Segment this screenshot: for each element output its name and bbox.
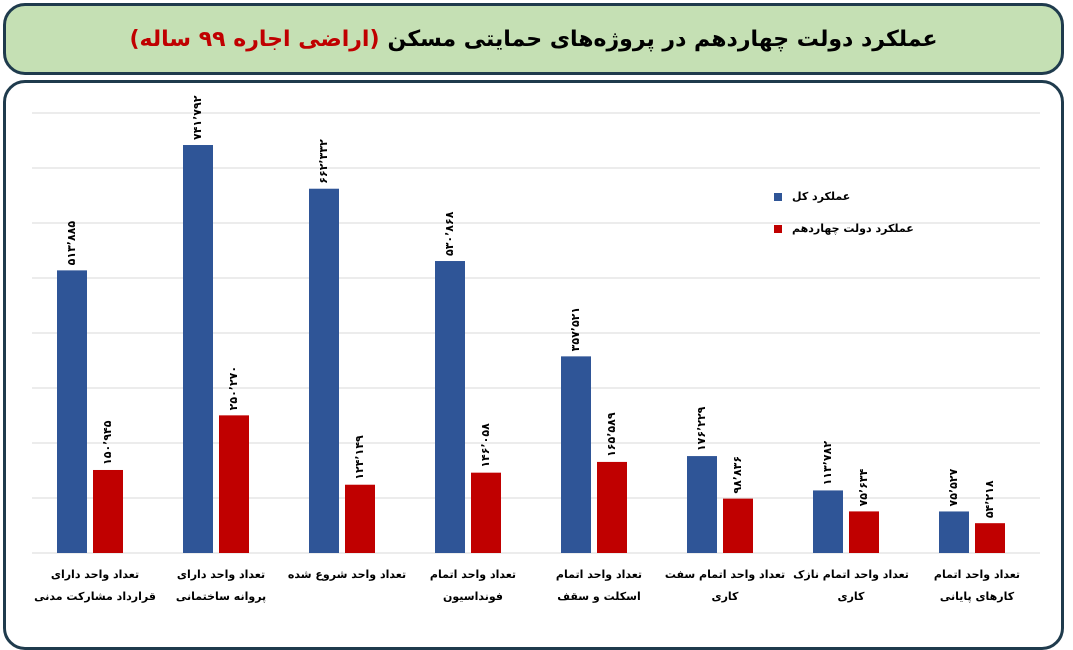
value-label: ۵۱۳٬۸۸۵ (65, 221, 78, 266)
chart-title: عملکرد دولت چهاردهم در پروژه‌های حمایتی … (387, 26, 938, 52)
bar (723, 498, 753, 553)
legend-label: عملکرد کل (792, 190, 850, 203)
bar (687, 456, 717, 553)
bar (471, 472, 501, 553)
value-label: ۵۴٬۲۱۸ (983, 480, 996, 518)
value-label: ۵۳۰٬۸۶۸ (443, 211, 456, 256)
x-tick-label: تعداد واحد دارای پروانه ساختمانی (175, 568, 267, 603)
bar (183, 145, 213, 553)
x-tick-label: تعداد واحد شروع شده (287, 568, 407, 581)
value-label: ۱۱۳٬۷۸۲ (821, 441, 834, 486)
legend-swatch (774, 225, 782, 233)
bar (93, 469, 123, 553)
value-label: ۶۶۲٬۳۳۲ (317, 139, 330, 184)
chart-subtitle: (اراضی اجاره ۹۹ ساله) (129, 26, 380, 52)
bar (57, 270, 87, 553)
bar (345, 484, 375, 553)
value-label: ۷۵٬۵۲۷ (947, 468, 960, 506)
value-label: ۹۸٬۸۳۶ (731, 456, 744, 494)
x-tick-label: تعداد واحد اتمام فونداسیون (429, 568, 517, 603)
bar (939, 511, 969, 553)
legend-swatch (774, 193, 782, 201)
bar (561, 356, 591, 553)
value-label: ۱۵۰٬۹۴۵ (101, 420, 114, 465)
bar (219, 415, 249, 553)
value-label: ۷۴۱٬۷۹۲ (191, 95, 204, 140)
value-label: ۱۶۵٬۵۸۹ (605, 412, 618, 457)
legend-label: عملکرد دولت چهاردهم (792, 222, 914, 235)
value-label: ۱۲۴٬۱۴۹ (353, 435, 366, 480)
x-tick-label: تعداد واحد اتمام سفت کاری (664, 568, 786, 603)
x-tick-label: تعداد واحد اتمام کارهای پایانی (933, 568, 1021, 603)
bar (813, 490, 843, 553)
x-tick-label: تعداد واحد دارای قرارداد مشارکت مدنی (34, 568, 156, 603)
bar (597, 461, 627, 553)
chart: ۵۱۳٬۸۸۵ ۱۵۰٬۹۴۵ ۷۴۱٬۷۹۲ ۲۵۰٬۲۷۰ ۶۶۲٬۳۳۲ ۱۲۴٬۱… (32, 95, 1040, 554)
page: {"chart_data": {"type": "bar", "title": … (3, 3, 1064, 650)
header: عملکرد دولت چهاردهم در پروژه‌های حمایتی … (3, 3, 1064, 75)
bar (435, 261, 465, 553)
value-label: ۳۵۷٬۵۲۱ (569, 307, 582, 351)
bar (309, 188, 339, 553)
bar (849, 511, 879, 553)
value-label: ۷۵٬۶۳۴ (857, 468, 870, 506)
bar (975, 523, 1005, 553)
x-tick-label: تعداد واحد اتمام اسکلت و سقف (555, 568, 643, 603)
value-label: ۲۵۰٬۲۷۰ (227, 366, 240, 410)
x-tick-label: تعداد واحد اتمام نازک کاری (793, 568, 909, 603)
value-label: ۱۷۶٬۲۲۹ (695, 406, 708, 451)
value-label: ۱۴۶٬۰۵۸ (479, 423, 492, 468)
